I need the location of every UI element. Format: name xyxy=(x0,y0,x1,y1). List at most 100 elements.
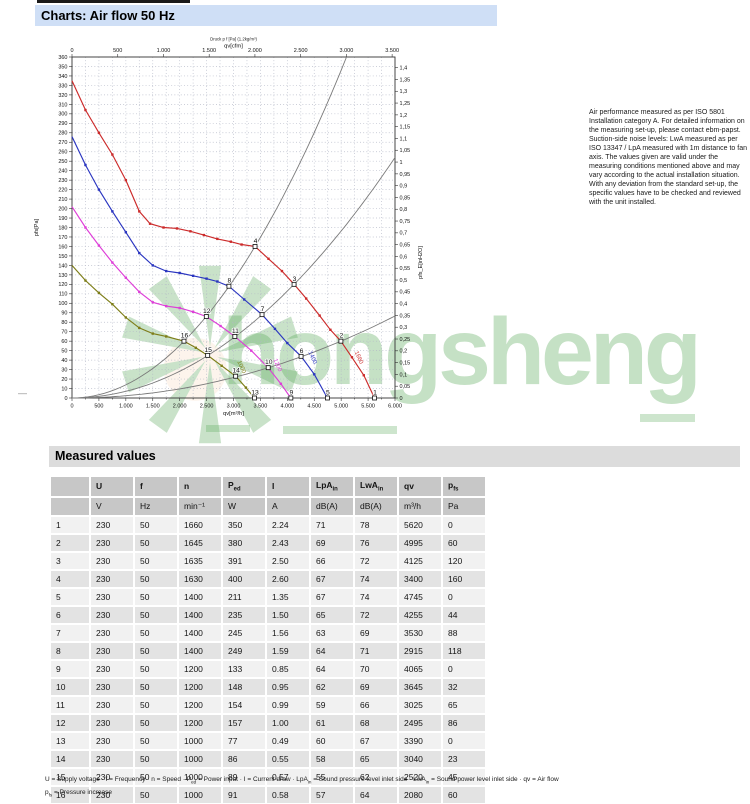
table-cell: 64 xyxy=(355,786,397,803)
table-cell: 58 xyxy=(311,750,353,767)
svg-text:1.500: 1.500 xyxy=(202,48,216,54)
table-cell: 0.99 xyxy=(267,696,309,713)
table-cell: 69 xyxy=(355,678,397,695)
svg-text:0: 0 xyxy=(70,48,73,54)
table-cell: 67 xyxy=(355,732,397,749)
table-cell: 0.58 xyxy=(267,786,309,803)
airflow-chart-svg: 0102030405060708090100110120130140150160… xyxy=(34,37,424,418)
table-cell: 148 xyxy=(223,678,265,695)
svg-text:90: 90 xyxy=(61,311,67,317)
svg-text:0,1: 0,1 xyxy=(400,372,408,378)
svg-text:3.500: 3.500 xyxy=(254,404,268,410)
footnote-line-1: U = Supply voltage · f = Frequency · n =… xyxy=(45,776,559,785)
table-cell: 62 xyxy=(355,768,397,785)
svg-text:220: 220 xyxy=(58,188,67,194)
table-cell: 1630 xyxy=(179,570,221,587)
table-row: 2 230 50 1645 380 2.43 69 76 4995 60 xyxy=(51,534,485,551)
svg-text:1,35: 1,35 xyxy=(400,77,411,83)
table-cell: Hz xyxy=(135,497,177,515)
table-cell: 5620 xyxy=(399,516,441,533)
table-cell: 230 xyxy=(91,678,133,695)
svg-text:300: 300 xyxy=(58,112,67,118)
table-cell: 4995 xyxy=(399,534,441,551)
table-row: 8 230 50 1400 249 1.59 64 71 2915 118 xyxy=(51,642,485,659)
table-cell: 50 xyxy=(135,714,177,731)
table-cell: 50 xyxy=(135,516,177,533)
table-cell: 68 xyxy=(355,714,397,731)
table-cell: 45 xyxy=(443,768,485,785)
svg-text:0,65: 0,65 xyxy=(400,243,411,249)
svg-text:230: 230 xyxy=(58,178,67,184)
table-row: 13 230 50 1000 77 0.49 60 67 3390 0 xyxy=(51,732,485,749)
table-row: 7 230 50 1400 245 1.56 63 69 3530 88 xyxy=(51,624,485,641)
table-cell: 50 xyxy=(135,570,177,587)
svg-text:14: 14 xyxy=(232,368,240,375)
svg-text:0,55: 0,55 xyxy=(400,266,411,272)
table-cell: 120 xyxy=(443,552,485,569)
table-cell xyxy=(51,477,89,496)
table-cell: 1400 xyxy=(179,606,221,623)
svg-text:3.000: 3.000 xyxy=(340,48,354,54)
table-cell: 1000 xyxy=(179,768,221,785)
table-cell: dB(A) xyxy=(311,497,353,515)
svg-text:130: 130 xyxy=(58,273,67,279)
table-cell: 50 xyxy=(135,588,177,605)
svg-text:8: 8 xyxy=(228,278,232,285)
table-cell: 249 xyxy=(223,642,265,659)
svg-text:1,05: 1,05 xyxy=(400,148,411,154)
table-cell: 76 xyxy=(355,534,397,551)
table-cell: 1000 xyxy=(179,786,221,803)
table-cell: 154 xyxy=(223,696,265,713)
table-cell: 1.59 xyxy=(267,642,309,659)
svg-text:1,2: 1,2 xyxy=(400,113,408,119)
svg-text:qv[cfm]: qv[cfm] xyxy=(224,44,243,50)
page-artifact-dash: — xyxy=(18,388,27,398)
table-cell: 74 xyxy=(355,570,397,587)
table-cell: 64 xyxy=(311,660,353,677)
table-cell: 0 xyxy=(443,588,485,605)
table-cell: 230 xyxy=(91,552,133,569)
table-row: 4 230 50 1630 400 2.60 67 74 3400 160 xyxy=(51,570,485,587)
svg-text:1000: 1000 xyxy=(235,360,246,375)
svg-text:4: 4 xyxy=(254,238,258,245)
table-cell: 60 xyxy=(443,786,485,803)
svg-text:12: 12 xyxy=(203,308,211,315)
table-cell: LwAin xyxy=(355,477,397,496)
svg-text:0,5: 0,5 xyxy=(400,278,408,284)
svg-text:16: 16 xyxy=(181,333,189,340)
table-cell: 59 xyxy=(311,696,353,713)
svg-text:280: 280 xyxy=(58,131,67,137)
svg-text:260: 260 xyxy=(58,150,67,156)
table-cell: 2.60 xyxy=(267,570,309,587)
table-cell: 4745 xyxy=(399,588,441,605)
section-header-measured-values: Measured values xyxy=(49,446,740,467)
table-cell: 0.49 xyxy=(267,732,309,749)
table-row: 1 230 50 1660 350 2.24 71 78 5620 0 xyxy=(51,516,485,533)
svg-text:1.500: 1.500 xyxy=(146,404,160,410)
table-cell: 2.50 xyxy=(267,552,309,569)
table-cell: 230 xyxy=(91,696,133,713)
table-cell: Ped xyxy=(223,477,265,496)
table-cell: 50 xyxy=(135,732,177,749)
table-cell: 50 xyxy=(135,768,177,785)
svg-text:pfs_E[inH2O]: pfs_E[inH2O] xyxy=(418,246,424,279)
table-cell: 400 xyxy=(223,570,265,587)
svg-text:2.500: 2.500 xyxy=(200,404,214,410)
table-cell: 0 xyxy=(443,516,485,533)
table-cell: 71 xyxy=(311,516,353,533)
table-cell: min⁻¹ xyxy=(179,497,221,515)
table-cell: 230 xyxy=(91,516,133,533)
table-cell: 65 xyxy=(443,696,485,713)
table-cell: 1.00 xyxy=(267,714,309,731)
table-cell: LpAin xyxy=(311,477,353,496)
table-cell: 1660 xyxy=(179,516,221,533)
svg-text:330: 330 xyxy=(58,83,67,89)
svg-text:160: 160 xyxy=(58,244,67,250)
table-cell: U xyxy=(91,477,133,496)
table-cell: 2080 xyxy=(399,786,441,803)
table-cell: 1200 xyxy=(179,678,221,695)
table-cell: A xyxy=(267,497,309,515)
table-cell: 4255 xyxy=(399,606,441,623)
